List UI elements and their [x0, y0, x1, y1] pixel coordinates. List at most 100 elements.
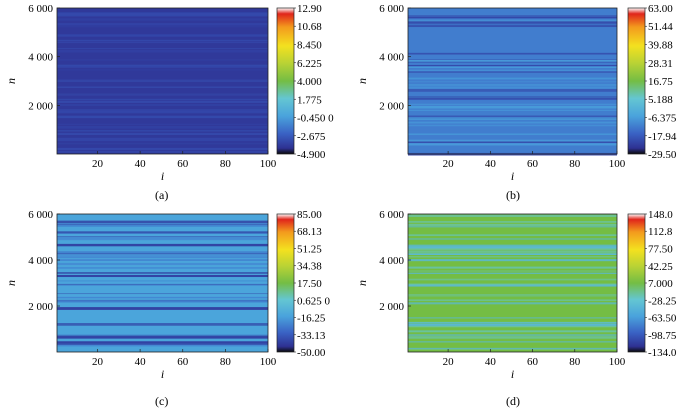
heatmap-1-field: [408, 8, 617, 154]
heatmap-0-stripe: [57, 79, 268, 83]
x-tick-label: 40: [135, 356, 147, 368]
heatmap-3-stripe: [408, 234, 617, 237]
heatmap-0-stripe: [57, 18, 268, 21]
heatmap-1-stripe: [408, 109, 617, 111]
heatmap-1-stripe: [408, 86, 617, 89]
heatmap-2-stripe: [57, 284, 268, 286]
heatmap-0-stripe: [57, 23, 268, 26]
heatmap-2-stripe: [57, 272, 268, 274]
heatmap-0-stripe: [57, 110, 268, 113]
panel-caption-c: (c): [155, 394, 169, 408]
colorbar-tick-label: -134.0: [648, 347, 677, 359]
heatmap-2-stripe: [57, 259, 268, 261]
heatmap-3-stripe: [408, 337, 617, 339]
heatmap-2-stripe: [57, 224, 268, 227]
heatmap-2-stripe: [57, 283, 268, 285]
heatmap-1-stripe: [408, 98, 617, 101]
heatmap-2-stripe: [57, 274, 268, 278]
heatmap-0-stripe: [57, 50, 268, 53]
colorbar-tick-label: 42.25: [648, 261, 673, 273]
heatmap-3-stripe: [408, 317, 617, 319]
colorbar-tick-label: -0.450 0: [297, 113, 334, 125]
heatmap-0-stripe: [57, 103, 268, 106]
x-tick-label: 40: [135, 158, 147, 170]
heatmap-1-stripe: [408, 66, 617, 68]
colorbar-tick-label: 28.31: [648, 58, 673, 70]
heatmap-3-stripe: [408, 224, 617, 226]
heatmap-0-stripe: [57, 142, 268, 145]
panel-caption-b: (b): [506, 188, 520, 202]
y-axis-label: n: [4, 280, 18, 286]
x-tick-label: 80: [220, 356, 232, 368]
heatmap-2-stripe: [57, 307, 268, 310]
heatmap-2-stripe: [57, 254, 268, 257]
x-tick-label: 40: [485, 356, 497, 368]
heatmap-3-stripe: [408, 266, 617, 269]
heatmap-0-stripe: [57, 98, 268, 100]
heatmap-0-stripe: [57, 109, 268, 110]
heatmap-0-stripe: [57, 115, 268, 119]
heatmap-1-stripe: [408, 61, 617, 63]
x-tick-label: 40: [485, 158, 497, 170]
y-axis-label: n: [355, 280, 369, 286]
heatmap-1-stripe: [408, 153, 617, 156]
heatmap-1-stripe: [408, 133, 617, 135]
heatmap-3-stripe: [408, 238, 617, 240]
y-tick-label: 2 000: [28, 301, 53, 313]
heatmap-2-stripe: [57, 344, 268, 347]
x-tick-label: 80: [569, 356, 581, 368]
heatmap-2-stripe: [57, 296, 268, 299]
heatmap-3-stripe: [408, 214, 617, 218]
heatmap-2-stripe: [57, 251, 268, 254]
heatmap-2-stripe: [57, 293, 268, 295]
colorbar-tick-label: 85.00: [297, 209, 322, 221]
heatmap-1-stripe: [408, 89, 617, 92]
heatmap-3-stripe: [408, 270, 617, 272]
y-tick-label: 4 000: [28, 52, 53, 64]
heatmap-2-stripe: [57, 231, 268, 233]
heatmap-2-stripe: [57, 256, 268, 259]
y-tick-label: 4 000: [28, 255, 53, 267]
heatmap-0-stripe: [57, 133, 268, 136]
y-tick-label: 6 000: [379, 209, 404, 221]
heatmap-2-stripe: [57, 280, 268, 282]
colorbar-tick-label: -50.00: [297, 347, 326, 359]
heatmap-3-stripe: [408, 330, 617, 333]
heatmap-0-stripe: [57, 131, 268, 133]
x-axis-label: i: [161, 367, 164, 381]
heatmap-3-stripe: [408, 323, 617, 326]
heatmap-1-stripe: [408, 25, 617, 28]
heatmap-1-stripe: [408, 124, 617, 127]
y-axis-label: n: [4, 78, 18, 84]
y-tick-label: 4 000: [379, 255, 404, 267]
heatmap-0-stripe: [57, 130, 268, 132]
colorbar-tick-label: -17.94: [648, 131, 677, 143]
heatmap-2-stripe: [57, 220, 268, 224]
axes-1-frame: [407, 7, 618, 155]
heatmap-2-stripe: [57, 334, 268, 336]
panel-caption-a: (a): [155, 188, 169, 202]
y-tick-label: 2 000: [379, 301, 404, 313]
heatmap-2-stripe: [57, 223, 268, 225]
heatmap-3-stripe: [408, 226, 617, 228]
heatmap-2-stripe: [57, 243, 268, 247]
y-tick-label: 6 000: [379, 3, 404, 15]
heatmap-0-stripe: [57, 140, 268, 142]
panel-caption-d: (d): [506, 394, 520, 408]
heatmap-3-stripe: [408, 347, 617, 349]
y-tick-label: 6 000: [28, 3, 53, 15]
heatmap-2-stripe: [57, 266, 268, 269]
heatmap-2-stripe: [57, 236, 268, 237]
colorbar-tick-label: 1.775: [297, 94, 322, 106]
heatmap-3-stripe: [408, 272, 617, 274]
x-tick-label: 20: [92, 158, 104, 170]
heatmap-3-stripe: [408, 253, 617, 255]
heatmap-1-stripe: [408, 71, 617, 73]
x-tick-label: 20: [443, 356, 455, 368]
x-tick-label: 60: [177, 356, 189, 368]
heatmap-1-stripe: [408, 115, 617, 117]
heatmap-2-stripe: [57, 300, 268, 303]
heatmap-3-stripe: [408, 326, 617, 328]
heatmap-1-stripe: [408, 69, 617, 71]
